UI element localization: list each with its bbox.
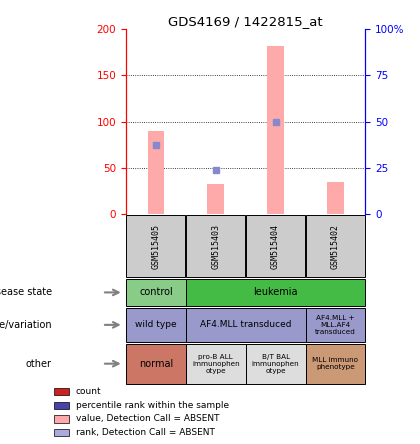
Text: percentile rank within the sample: percentile rank within the sample [76,400,229,410]
Bar [267,46,284,214]
Bar [186,215,245,278]
Bar [54,415,68,423]
Text: count: count [76,387,101,396]
Text: AF4.MLL +
MLL.AF4
transduced: AF4.MLL + MLL.AF4 transduced [315,315,356,335]
Text: genotype/variation: genotype/variation [0,320,52,330]
Bar [54,401,68,409]
Text: other: other [26,359,52,369]
Bar [186,344,246,384]
Bar [126,215,185,278]
Text: control: control [139,287,173,297]
Text: pro-B ALL
immunophen
otype: pro-B ALL immunophen otype [192,354,239,374]
Bar [186,308,306,342]
Bar [246,215,305,278]
Title: GDS4169 / 1422815_at: GDS4169 / 1422815_at [168,15,323,28]
Bar [207,184,224,214]
Bar [54,429,68,436]
Bar [54,388,68,395]
Text: disease state: disease state [0,287,52,297]
Text: rank, Detection Call = ABSENT: rank, Detection Call = ABSENT [76,428,215,437]
Text: GSM515405: GSM515405 [152,224,160,269]
Text: GSM515404: GSM515404 [271,224,280,269]
Text: GSM515403: GSM515403 [211,224,220,269]
Bar [306,344,365,384]
Text: MLL immuno
phenotype: MLL immuno phenotype [312,357,359,370]
Text: wild type: wild type [135,321,177,329]
Bar [126,278,186,306]
Bar [246,344,306,384]
Text: value, Detection Call = ABSENT: value, Detection Call = ABSENT [76,414,219,424]
Text: normal: normal [139,359,173,369]
Bar [306,215,365,278]
Bar [327,182,344,214]
Bar [306,308,365,342]
Bar [147,131,164,214]
Text: leukemia: leukemia [253,287,298,297]
Text: AF4.MLL transduced: AF4.MLL transduced [200,321,291,329]
Bar [126,308,186,342]
Bar [186,278,365,306]
Text: B/T BAL
immunophen
otype: B/T BAL immunophen otype [252,354,299,374]
Bar [126,344,186,384]
Text: GSM515402: GSM515402 [331,224,340,269]
